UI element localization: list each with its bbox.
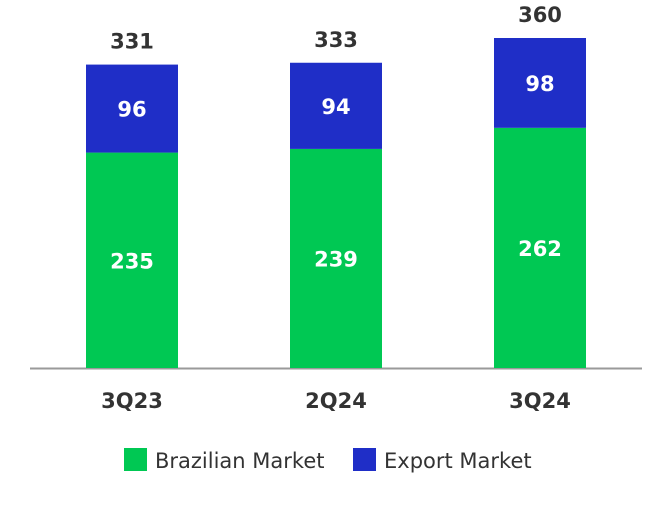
legend-label: Export Market xyxy=(384,449,532,473)
legend-swatch xyxy=(124,448,147,471)
bar-brazilian-market-3q23 xyxy=(86,152,178,368)
bar-export-market-3q23 xyxy=(86,64,178,153)
bar-export-market-3q24 xyxy=(494,38,586,128)
total-label: 331 xyxy=(110,30,154,54)
x-tick-label: 3Q24 xyxy=(509,389,571,413)
bar-export-market-2q24 xyxy=(290,62,382,149)
x-tick-label: 3Q23 xyxy=(101,389,163,413)
legend-swatch xyxy=(353,448,376,471)
legend-label: Brazilian Market xyxy=(155,449,324,473)
total-label: 360 xyxy=(518,3,562,27)
data-label: 94 xyxy=(321,95,350,119)
bar-brazilian-market-3q24 xyxy=(494,127,586,368)
data-label: 262 xyxy=(518,237,562,261)
data-label: 98 xyxy=(525,72,554,96)
x-tick-label: 2Q24 xyxy=(305,389,367,413)
data-label: 239 xyxy=(314,247,358,271)
bar-brazilian-market-2q24 xyxy=(290,148,382,368)
total-label: 333 xyxy=(314,28,358,52)
data-label: 96 xyxy=(117,98,146,122)
data-label: 235 xyxy=(110,249,154,273)
